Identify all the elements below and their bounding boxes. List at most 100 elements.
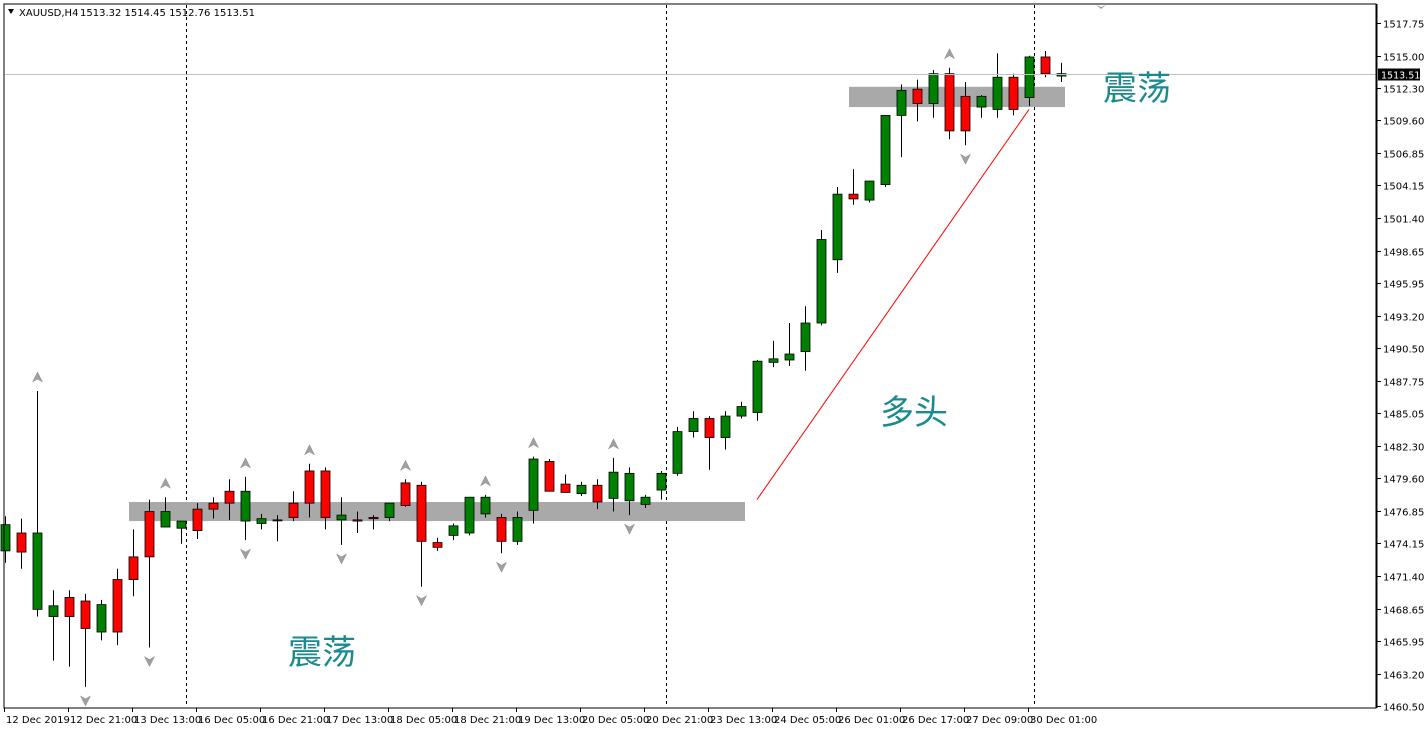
candle [864, 180, 875, 203]
candle [352, 511, 363, 533]
y-axis-tick-label: 1506.85 [1383, 150, 1424, 161]
candle [1056, 62, 1067, 83]
candle-body [672, 431, 683, 474]
fractal-down-icon [495, 561, 508, 573]
candle-body [160, 511, 171, 528]
fractal-up-icon [31, 371, 44, 383]
candle-body [432, 542, 443, 548]
fractal-up-icon [527, 437, 540, 449]
fractal-up-icon [607, 438, 620, 450]
plot-frame [3, 3, 1377, 709]
candle-body [96, 604, 107, 633]
candle [1040, 50, 1051, 78]
candle-body [320, 470, 331, 518]
candle-body [688, 418, 699, 432]
candle [800, 306, 811, 371]
candle [464, 496, 475, 536]
fractal-down-icon [335, 553, 348, 565]
candle-body [288, 502, 299, 518]
candle-body [32, 532, 43, 610]
x-axis-tick-label: 18 Dec 05:00 [390, 715, 457, 726]
candle-body [944, 73, 955, 132]
candle [112, 568, 123, 646]
x-axis-tick-label: 12 Dec 2019 [6, 715, 70, 726]
candle [208, 497, 219, 519]
candle [1024, 55, 1035, 106]
candle [896, 84, 907, 158]
candle [368, 515, 379, 530]
fractal-up-icon [943, 48, 956, 60]
candle [96, 599, 107, 641]
candle [1008, 73, 1019, 116]
candle [752, 360, 763, 421]
candle [192, 503, 203, 539]
candle-body [352, 519, 363, 522]
candle [848, 169, 859, 205]
candle [928, 70, 939, 118]
fractal-up-icon [303, 444, 316, 456]
x-axis-tick-label: 20 Dec 05:00 [582, 715, 649, 726]
candle [480, 494, 491, 518]
x-axis-tick-label: 23 Dec 13:00 [710, 715, 777, 726]
candle-body [864, 180, 875, 201]
candle [240, 476, 251, 541]
candle-body [192, 508, 203, 532]
candle-body [112, 579, 123, 633]
candle-body [1040, 56, 1051, 75]
candle-body [704, 418, 715, 438]
candle-body [592, 484, 603, 503]
candle [304, 463, 315, 518]
candle [784, 323, 795, 366]
candle-body [848, 193, 859, 200]
candle [416, 481, 427, 587]
y-axis-tick-label: 1465.95 [1383, 638, 1424, 649]
candle-body [272, 519, 283, 522]
fractal-up-icon [479, 475, 492, 487]
y-axis-tick-label: 1468.65 [1383, 606, 1424, 617]
y-axis-tick-label: 1482.30 [1383, 443, 1424, 454]
candle [144, 499, 155, 648]
candle-body [960, 95, 971, 132]
candle [64, 590, 75, 667]
x-axis-tick-label: 27 Dec 09:00 [966, 715, 1033, 726]
candle [80, 593, 91, 687]
candle-body [0, 524, 11, 552]
candle [944, 67, 955, 140]
candle [528, 456, 539, 524]
y-axis-tick-label: 1501.40 [1383, 215, 1424, 226]
candle-body [464, 496, 475, 534]
candle-body [544, 461, 555, 492]
candle [400, 479, 411, 507]
candle-body [240, 490, 251, 522]
candle [16, 518, 27, 569]
candle-body [512, 517, 523, 542]
y-axis-tick-label: 1493.20 [1383, 313, 1424, 324]
candle-body [880, 115, 891, 186]
y-axis-tick-label: 1460.50 [1383, 703, 1424, 714]
symbol-menu-icon[interactable] [8, 9, 14, 14]
candle-body [912, 88, 923, 104]
candle [256, 513, 267, 530]
candle [592, 479, 603, 510]
candle-body [336, 514, 347, 521]
y-axis-tick-label: 1471.40 [1383, 573, 1424, 584]
candle [432, 537, 443, 551]
candle-body [624, 472, 635, 502]
ohlc-values: 1513.32 1514.45 1512.76 1513.51 [80, 8, 255, 19]
x-axis-tick-label: 16 Dec 05:00 [198, 715, 265, 726]
y-axis-tick-label: 1509.60 [1383, 117, 1424, 128]
candle-body [80, 600, 91, 629]
current-price-tag [1378, 68, 1420, 81]
range-label-left: 震荡 [288, 633, 356, 673]
candle-body [224, 490, 235, 504]
candle [512, 511, 523, 545]
y-axis-tick-label: 1515.00 [1383, 53, 1424, 64]
candle-body [384, 502, 395, 518]
y-axis-tick-label: 1476.85 [1383, 508, 1424, 519]
x-axis-tick-label: 20 Dec 21:00 [646, 715, 713, 726]
candle [160, 497, 171, 528]
candle [768, 340, 779, 368]
x-axis-tick-label: 24 Dec 05:00 [774, 715, 841, 726]
candle-body [400, 482, 411, 506]
